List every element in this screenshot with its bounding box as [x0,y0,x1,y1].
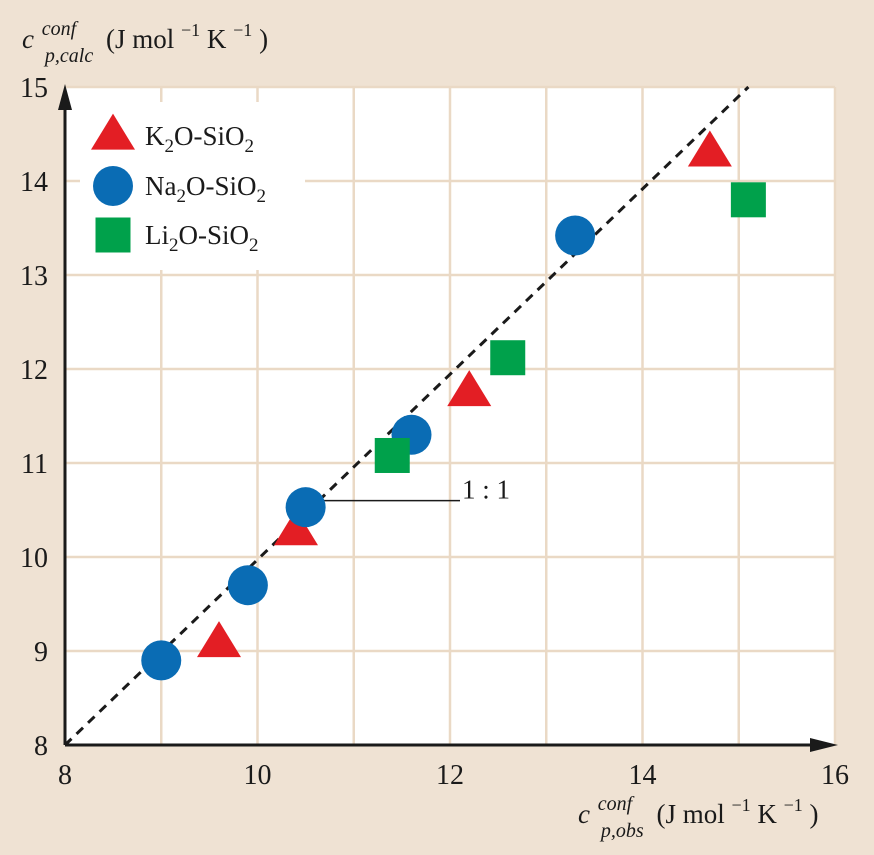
reference-line [63,85,750,747]
y-axis-title: c conf p,calc (J mol −1 K −1 ) [22,11,268,68]
x-tick-label: 16 [821,760,849,791]
y-tick-label: 10 [20,543,48,574]
reference-line-label: 1 : 1 [462,475,510,505]
x-axis-arrow [810,738,838,752]
legend-marker-circle [93,166,133,206]
x-axis-title: c conf p,obs (J mol −1 K −1 ) [578,786,819,843]
data-point-triangle [447,370,492,407]
data-point-square [490,340,526,376]
x-tick-label: 10 [244,760,272,791]
reference-line-group: 1 : 1 [63,85,750,747]
data-point-circle [141,640,182,681]
legend-marker-square [95,217,131,253]
x-tick-label: 8 [58,760,72,791]
legend-marker-triangle [91,113,135,150]
y-tick-label: 9 [34,637,48,668]
legend-label: K2O-SiO2 [145,121,254,157]
data-point-circle [227,565,268,606]
grid-lines [65,85,837,745]
data-point-circle [285,487,326,528]
legend: K2O-SiO2 Na2O-SiO2 Li2O-SiO2 [80,102,305,270]
legend-label: Li2O-SiO2 [145,220,259,256]
y-tick-label: 8 [34,731,48,762]
y-tick-label: 14 [20,167,48,198]
data-points [141,130,766,681]
data-point-triangle [274,509,318,546]
legend-label: Na2O-SiO2 [145,171,266,207]
y-tick-label: 13 [20,261,48,292]
data-point-square [730,182,766,218]
data-point-circle [555,215,596,256]
y-tick-label: 15 [20,73,48,104]
tick-labels: 8 10 12 14 16 8 9 10 11 12 13 14 15 [20,73,849,791]
y-tick-label: 11 [21,449,48,480]
y-tick-label: 12 [20,355,48,386]
y-axis-arrow [58,84,72,110]
data-point-triangle [687,130,732,167]
x-tick-label: 12 [436,760,464,791]
axes [58,84,838,752]
x-tick-label: 14 [629,760,657,791]
data-point-triangle [197,621,241,658]
data-point-square [374,437,410,473]
